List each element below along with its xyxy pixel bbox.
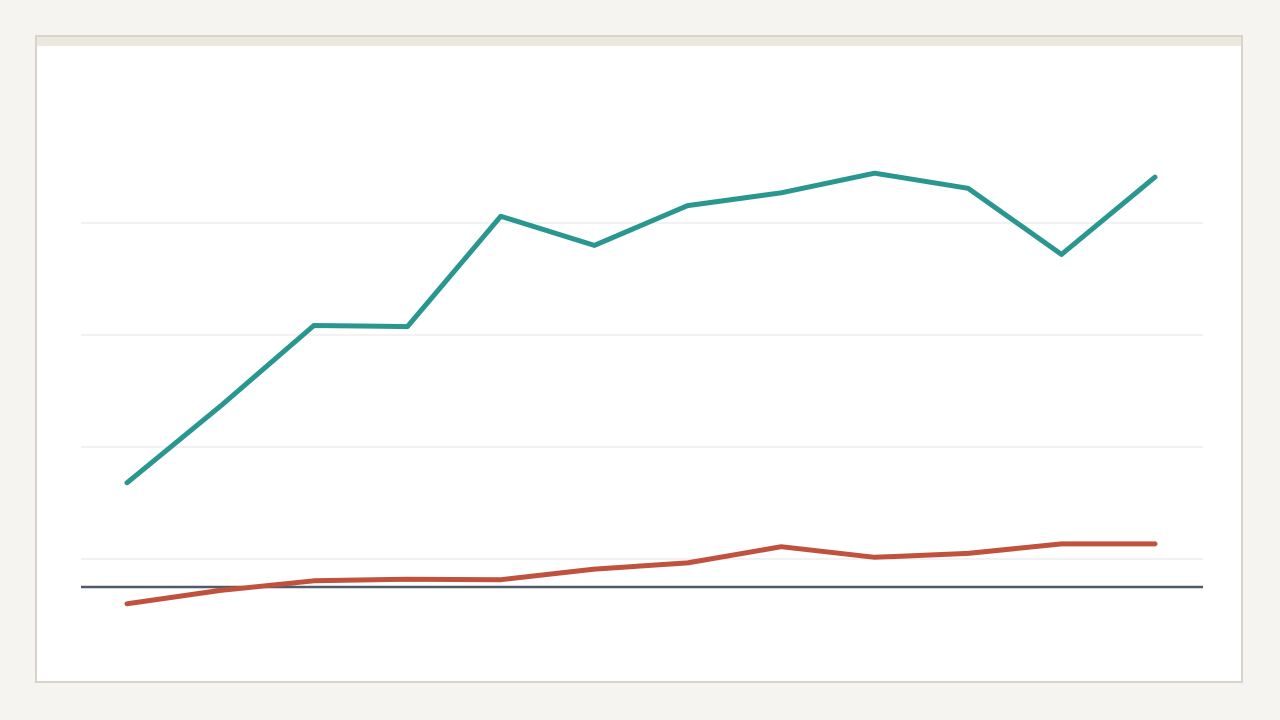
- chart-card: [35, 35, 1243, 683]
- card-header-bar: [37, 37, 1241, 46]
- line-chart: [81, 170, 1203, 607]
- series-line-0: [124, 170, 1158, 486]
- series-line-1: [124, 541, 1158, 607]
